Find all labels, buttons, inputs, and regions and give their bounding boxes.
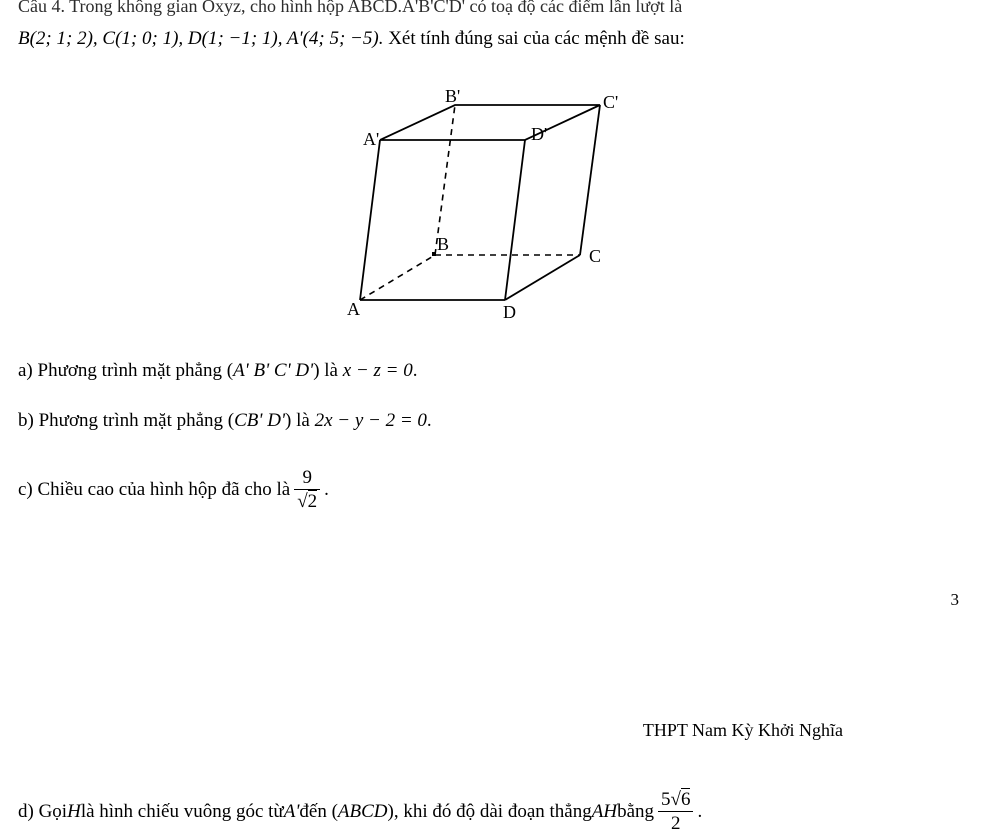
d-H: H <box>67 801 81 823</box>
cube-diagram: A B C D A' B' C' D' <box>345 90 625 320</box>
label-Aprime: A' <box>363 129 379 149</box>
statement-c: c) Chiều cao của hình hộp đã cho là 9 √2… <box>18 468 965 511</box>
c-num: 9 <box>294 468 320 490</box>
header-text: Câu 4. Trong không gian Oxyz, cho hình h… <box>18 0 682 16</box>
b-eq: 2x − y − 2 = 0 <box>315 410 427 431</box>
label-D: D <box>503 302 516 320</box>
d-plane: ABCD <box>338 801 388 823</box>
a-eq: x − z = 0 <box>343 360 413 381</box>
c-tail: . <box>324 479 329 501</box>
c-fraction: 9 √2 <box>294 468 320 511</box>
label-Bprime: B' <box>445 90 460 106</box>
a-tail: . <box>413 360 418 381</box>
d-fraction: 5√6 2 <box>658 790 693 833</box>
label-B: B <box>437 234 449 254</box>
c-den: √2 <box>294 490 320 511</box>
a-plane: A' B' C' D' <box>233 360 313 381</box>
label-Dprime: D' <box>531 124 547 144</box>
d-mid2: đến ( <box>299 801 338 823</box>
d-tail: . <box>697 801 702 823</box>
statement-a: a) Phương trình mặt phẳng (A' B' C' D') … <box>18 360 965 382</box>
d-lead: d) Gọi <box>18 801 67 823</box>
page-number: 3 <box>951 590 960 610</box>
d-mid3: ), khi đó độ dài đoạn thẳng <box>388 801 592 823</box>
d-mid1: là hình chiếu vuông góc từ <box>81 801 284 823</box>
d-AH: AH <box>592 801 617 823</box>
label-Cprime: C' <box>603 92 618 112</box>
question-header-cut: Câu 4. Trong không gian Oxyz, cho hình h… <box>18 0 965 17</box>
a-lead: a) Phương trình mặt phẳng ( <box>18 360 233 381</box>
label-C: C <box>589 246 601 266</box>
school-name: THPT Nam Kỳ Khởi Nghĩa <box>643 720 843 741</box>
d-num-rad: 6 <box>681 788 691 810</box>
d-Aprime: A' <box>284 801 300 823</box>
coords-points: B(2; 1; 2), C(1; 0; 1), D(1; −1; 1), A'(… <box>18 28 383 49</box>
coordinates-line: B(2; 1; 2), C(1; 0; 1), D(1; −1; 1), A'(… <box>18 28 965 50</box>
d-num: 5√6 <box>658 790 693 812</box>
d-mid4: bằng <box>617 801 654 823</box>
label-A: A <box>347 299 360 319</box>
coords-suffix: Xét tính đúng sai của các mệnh đề sau: <box>388 28 685 49</box>
a-mid: ) là <box>313 360 343 381</box>
b-lead: b) Phương trình mặt phẳng ( <box>18 410 234 431</box>
statement-d: d) Gọi H là hình chiếu vuông góc từ A' đ… <box>18 790 965 833</box>
c-lead: c) Chiều cao của hình hộp đã cho là <box>18 479 290 501</box>
b-tail: . <box>427 410 432 431</box>
d-num-coef: 5 <box>661 789 671 810</box>
b-mid: ) là <box>285 410 315 431</box>
c-den-rad: 2 <box>308 490 318 512</box>
statement-b: b) Phương trình mặt phẳng (CB' D') là 2x… <box>18 410 965 432</box>
d-den: 2 <box>658 812 693 833</box>
b-plane: CB' D' <box>234 410 285 431</box>
cube-svg: A B C D A' B' C' D' <box>345 90 625 320</box>
